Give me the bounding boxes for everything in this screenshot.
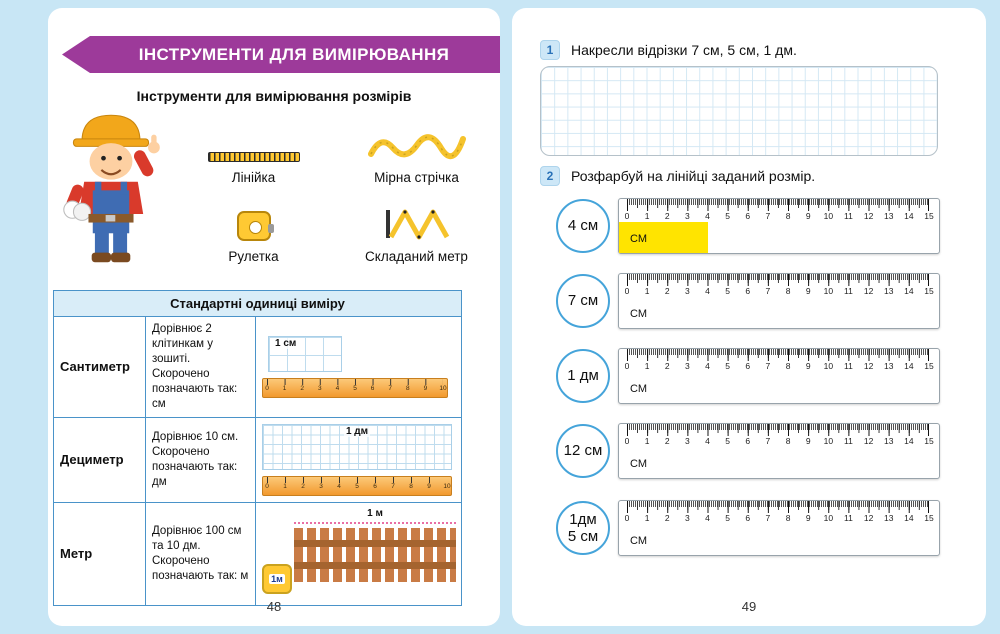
folding-meter-icon	[385, 209, 449, 240]
task-text: Накресли відрізки 7 см, 5 см, 1 дм.	[571, 42, 797, 58]
decimeter-illustration: 1 дм 0 1 2 3 4 5 6 7 8 9 10	[262, 423, 455, 496]
ruler-ticks	[267, 378, 443, 385]
task-1: 1 Накресли відрізки 7 см, 5 см, 1 дм.	[540, 40, 797, 60]
measure-dotted-line	[294, 521, 456, 524]
unit-name: Сантиметр	[53, 316, 146, 418]
unit-description: Дорівнює 100 см та 10 дм. Скорочено позн…	[145, 501, 256, 606]
drawing-grid	[540, 66, 938, 156]
measuring-tape-icon	[367, 134, 466, 160]
builder-illustration	[63, 114, 160, 263]
ruler-ticks	[627, 501, 929, 513]
measure-label: 1 м	[367, 507, 383, 519]
ruler: 0 1 2 3 4 5 6 7 8 9 10 11 12 13 14 15 СМ	[618, 273, 940, 329]
tool-label: Рулетка	[228, 249, 279, 264]
ruler-highlight	[619, 222, 708, 253]
size-circle: 4 см	[556, 199, 610, 253]
orange-ruler: 0 1 2 3 4 5 6 7 8 9 10	[262, 475, 452, 496]
tape-measure-icon	[236, 211, 274, 241]
size-circle: 1дм 5 см	[556, 501, 610, 555]
ruler-ticks	[627, 424, 929, 436]
ruler-numbers: 0 1 2 3 4 5 6 7 8 9 10 11 12 13 14 15	[624, 513, 934, 523]
tool-item-tape-measure: Рулетка	[172, 189, 335, 268]
ruler: 0 1 2 3 4 5 6 7 8 9 10 11 12 13 14 15 СМ	[618, 198, 940, 254]
ruler-ticks	[627, 199, 929, 211]
page-left: ІНСТРУМЕНТИ ДЛЯ ВИМІРЮВАННЯ Інструменти …	[48, 8, 500, 626]
tool-item-measuring-tape: Мірна стрічка	[335, 110, 498, 189]
task-2: 2 Розфарбуй на лінійці заданий розмір.	[540, 166, 815, 186]
page-right: 1 Накресли відрізки 7 см, 5 см, 1 дм. 2 …	[512, 8, 986, 626]
page-title-banner: ІНСТРУМЕНТИ ДЛЯ ВИМІРЮВАННЯ	[62, 36, 500, 73]
tool-label: Складаний метр	[365, 249, 468, 264]
ruler-numbers: 0 1 2 3 4 5 6 7 8 9 10	[265, 384, 447, 392]
ruler: 0 1 2 3 4 5 6 7 8 9 10 11 12 13 14 15 СМ	[618, 348, 940, 404]
task-number-badge: 1	[540, 40, 560, 60]
table-header: Стандартні одиниці виміру	[52, 290, 463, 317]
ruler-numbers: 0 1 2 3 4 5 6 7 8 9 10 11 12 13 14 15	[624, 361, 934, 371]
ruler-row-2: 7 см 0 1 2 3 4 5 6 7 8 9 10 11 12 13 14 15 СМ	[512, 273, 986, 331]
ruler-row-3: 1 дм 0 1 2 3 4 5 6 7 8 9 10 11 12 13 14 15 СМ	[512, 348, 986, 406]
ruler: 0 1 2 3 4 5 6 7 8 9 10 11 12 13 14 15 СМ	[618, 500, 940, 556]
page-number: 49	[741, 599, 757, 614]
tape-measure-icon: 1м	[262, 563, 292, 594]
tape-label: 1м	[269, 573, 285, 584]
measure-label: 1 см	[273, 337, 299, 349]
tool-label: Лінійка	[231, 170, 276, 185]
ruler-unit-label: СМ	[630, 535, 647, 547]
meter-illustration: 1 м 1м	[262, 508, 458, 600]
ruler-ticks	[627, 349, 929, 361]
unit-description: Дорівнює 2 клітинкам у зошиті. Скорочено…	[145, 316, 256, 418]
ruler-unit-label: СМ	[630, 383, 647, 395]
tool-label: Мірна стрічка	[374, 170, 459, 185]
ruler-row-4: 12 см 0 1 2 3 4 5 6 7 8 9 10 11 12 13 14 15 СМ	[512, 423, 986, 481]
notebook-grid: 1 см	[268, 335, 342, 372]
ruler-icon	[207, 152, 300, 162]
fence-graphic	[294, 527, 456, 582]
ruler-unit-label: СМ	[630, 458, 647, 470]
ruler-numbers: 0 1 2 3 4 5 6 7 8 9 10 11 12 13 14 15	[624, 436, 934, 446]
ruler-numbers: 0 1 2 3 4 5 6 7 8 9 10	[265, 482, 451, 490]
unit-description: Дорівнює 10 см. Скорочено позначають так…	[145, 416, 256, 503]
size-circle: 1 дм	[556, 349, 610, 403]
ruler-row-1: 4 см 0 1 2 3 4 5 6 7 8 9 10 11 12 13 14 15 СМ	[512, 198, 986, 256]
page-number: 48	[266, 599, 282, 614]
centimeter-illustration: 1 см 0 1 2 3 4 5 6 7 8 9 10	[262, 335, 455, 398]
table-row-decimeter: Дециметр Дорівнює 10 см. Скорочено позна…	[53, 416, 463, 503]
table-row-centimeter: Сантиметр Дорівнює 2 клітинкам у зошиті.…	[53, 316, 463, 418]
size-circle: 7 см	[556, 274, 610, 328]
task-text: Розфарбуй на лінійці заданий розмір.	[571, 168, 816, 184]
orange-ruler: 0 1 2 3 4 5 6 7 8 9 10	[262, 377, 448, 398]
notebook-grid: 1 дм	[262, 423, 452, 470]
ruler-row-5: 1дм 5 см 0 1 2 3 4 5 6 7 8 9 10 11 12 13 14 15 СМ	[512, 500, 986, 558]
subtitle: Інструменти для вимірювання розмірів	[136, 88, 412, 104]
ruler-numbers: 0 1 2 3 4 5 6 7 8 9 10 11 12 13 14 15	[624, 211, 934, 221]
ruler-unit-label: СМ	[630, 308, 647, 320]
tool-item-folding-meter: Складаний метр	[335, 189, 498, 268]
page-title: ІНСТРУМЕНТИ ДЛЯ ВИМІРЮВАННЯ	[138, 44, 450, 64]
ruler-ticks	[627, 274, 929, 286]
measure-label: 1 дм	[343, 425, 371, 437]
ruler-unit-label: СМ	[630, 233, 647, 245]
ruler-numbers: 0 1 2 3 4 5 6 7 8 9 10 11 12 13 14 15	[624, 286, 934, 296]
units-table: Стандартні одиниці виміру Сантиметр Дорі…	[52, 290, 463, 606]
unit-name: Метр	[53, 501, 146, 606]
size-circle: 12 см	[556, 424, 610, 478]
ruler: 0 1 2 3 4 5 6 7 8 9 10 11 12 13 14 15 СМ	[618, 423, 940, 479]
table-row-meter: Метр Дорівнює 100 см та 10 дм. Скорочено…	[53, 501, 463, 606]
tools-grid: Лінійка Мірна стрічка Рулетка Скла	[172, 110, 498, 268]
task-number-badge: 2	[540, 166, 560, 186]
ruler-ticks	[267, 476, 447, 483]
unit-name: Дециметр	[53, 416, 146, 503]
tool-item-ruler: Лінійка	[172, 110, 335, 189]
